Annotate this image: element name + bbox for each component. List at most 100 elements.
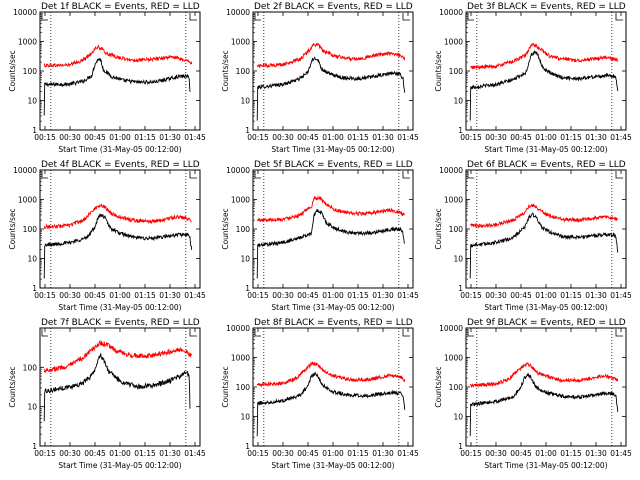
- x-tick-label: 00:45: [510, 133, 532, 142]
- x-tick-label: 00:45: [84, 291, 106, 300]
- y-tick-label: 1: [245, 284, 250, 293]
- y-tick-label: 1: [32, 284, 37, 293]
- x-tick-label: 01:30: [372, 291, 394, 300]
- plot-frame: [39, 327, 201, 447]
- x-tick-label: 00:15: [247, 291, 269, 300]
- plot-frame: [39, 169, 201, 289]
- y-axis-label: Counts/sec: [434, 208, 443, 249]
- y-tick-label: 10: [453, 413, 463, 422]
- x-tick-label: 00:15: [34, 449, 56, 458]
- corner-mark-left: [467, 13, 474, 21]
- y-axis-label: Counts/sec: [221, 366, 230, 407]
- panel-title: Det 9f BLACK = Events, RED = LLD: [467, 318, 626, 328]
- y-axis-label: Counts/sec: [434, 366, 443, 407]
- y-tick-label: 10: [240, 97, 250, 106]
- panel-title: Det 7f BLACK = Events, RED = LLD: [41, 318, 200, 328]
- x-tick-label: 01:00: [535, 449, 557, 458]
- x-tick-label: 00:45: [297, 291, 319, 300]
- panel-det-6: Det 6f BLACK = Events, RED = LLD Counts/s…: [434, 160, 632, 312]
- corner-mark-right: [615, 13, 623, 21]
- x-tick-label: 00:15: [247, 449, 269, 458]
- y-tick-label: 10: [27, 403, 37, 412]
- x-tick-label: 00:30: [485, 449, 507, 458]
- corner-mark-left: [467, 329, 474, 337]
- x-tick-label: 00:30: [272, 291, 294, 300]
- y-axis-label: Counts/sec: [221, 50, 230, 91]
- panel-title: Det 3f BLACK = Events, RED = LLD: [467, 2, 626, 12]
- lld-series-line: [43, 44, 193, 68]
- corner-mark-left: [41, 13, 48, 21]
- panel-det-2: Det 2f BLACK = Events, RED = LLD Counts/s…: [221, 2, 419, 154]
- corner-mark-left: [41, 329, 48, 337]
- x-tick-label: 01:30: [585, 449, 607, 458]
- y-tick-label: 1000: [18, 196, 37, 205]
- x-tick-label: 00:45: [297, 133, 319, 142]
- y-tick-label: 10000: [226, 166, 250, 175]
- x-tick-label: 01:00: [322, 449, 344, 458]
- x-tick-label: 00:15: [34, 133, 56, 142]
- corner-mark-right: [189, 171, 197, 179]
- x-tick-label: 01:45: [184, 133, 206, 142]
- events-series-line: [469, 212, 619, 279]
- x-tick-label: 01:15: [134, 133, 156, 142]
- panel-title: Det 4f BLACK = Events, RED = LLD: [41, 160, 200, 170]
- x-tick-label: 01:45: [397, 291, 419, 300]
- y-tick-label: 100: [449, 383, 464, 392]
- lld-series-line: [256, 361, 406, 388]
- x-axis-label: Start Time (31-May-05 00:12:00): [271, 145, 394, 154]
- plot-frame: [252, 327, 414, 447]
- y-tick-label: 10000: [439, 166, 463, 175]
- corner-mark-right: [402, 329, 410, 337]
- x-tick-label: 00:45: [84, 449, 106, 458]
- x-tick-label: 00:15: [460, 449, 482, 458]
- corner-mark-left: [254, 13, 261, 21]
- x-axis-label: Start Time (31-May-05 00:12:00): [484, 461, 607, 470]
- x-tick-label: 01:15: [347, 133, 369, 142]
- plot-frame: [252, 11, 414, 131]
- x-tick-label: 00:30: [59, 291, 81, 300]
- plot-frame: [39, 11, 201, 131]
- x-tick-label: 01:45: [397, 133, 419, 142]
- lld-series-line: [43, 203, 192, 230]
- corner-mark-right: [615, 171, 623, 179]
- y-tick-label: 10000: [13, 8, 37, 17]
- x-tick-label: 01:30: [159, 291, 181, 300]
- panel-det-7: Det 7f BLACK = Events, RED = LLD Counts/s…: [8, 318, 206, 470]
- y-tick-label: 1: [458, 442, 463, 451]
- corner-mark-right: [402, 13, 410, 21]
- panel-det-8: Det 8f BLACK = Events, RED = LLD Counts/s…: [221, 318, 419, 470]
- y-tick-label: 100: [23, 225, 38, 234]
- x-tick-label: 00:15: [247, 133, 269, 142]
- y-axis-label: Counts/sec: [8, 366, 17, 407]
- y-tick-label: 1: [245, 126, 250, 135]
- lld-series-line: [43, 340, 193, 373]
- x-axis-label: Start Time (31-May-05 00:12:00): [58, 303, 181, 312]
- x-tick-label: 00:30: [272, 133, 294, 142]
- lld-series-line: [469, 362, 619, 388]
- corner-mark-right: [615, 329, 623, 337]
- y-tick-label: 10000: [226, 324, 250, 333]
- plot-frame: [465, 11, 627, 131]
- x-tick-label: 01:15: [347, 449, 369, 458]
- y-tick-label: 1000: [231, 196, 250, 205]
- y-tick-label: 1000: [18, 38, 37, 47]
- x-tick-label: 00:15: [34, 291, 56, 300]
- y-tick-label: 100: [449, 225, 464, 234]
- y-tick-label: 100: [23, 363, 38, 372]
- corner-mark-left: [41, 171, 48, 179]
- x-axis-label: Start Time (31-May-05 00:12:00): [58, 461, 181, 470]
- panel-title: Det 6f BLACK = Events, RED = LLD: [467, 160, 626, 170]
- y-tick-label: 100: [236, 383, 251, 392]
- events-series-line: [469, 372, 619, 437]
- x-tick-label: 01:30: [372, 449, 394, 458]
- x-tick-label: 00:15: [460, 291, 482, 300]
- x-tick-label: 00:45: [510, 449, 532, 458]
- y-tick-label: 10000: [439, 8, 463, 17]
- y-axis-label: Counts/sec: [8, 50, 17, 91]
- plot-frame: [465, 327, 627, 447]
- events-series-line: [256, 209, 405, 279]
- corner-mark-left: [254, 329, 261, 337]
- corner-mark-right: [402, 171, 410, 179]
- x-tick-label: 00:45: [510, 291, 532, 300]
- x-tick-label: 01:45: [610, 291, 632, 300]
